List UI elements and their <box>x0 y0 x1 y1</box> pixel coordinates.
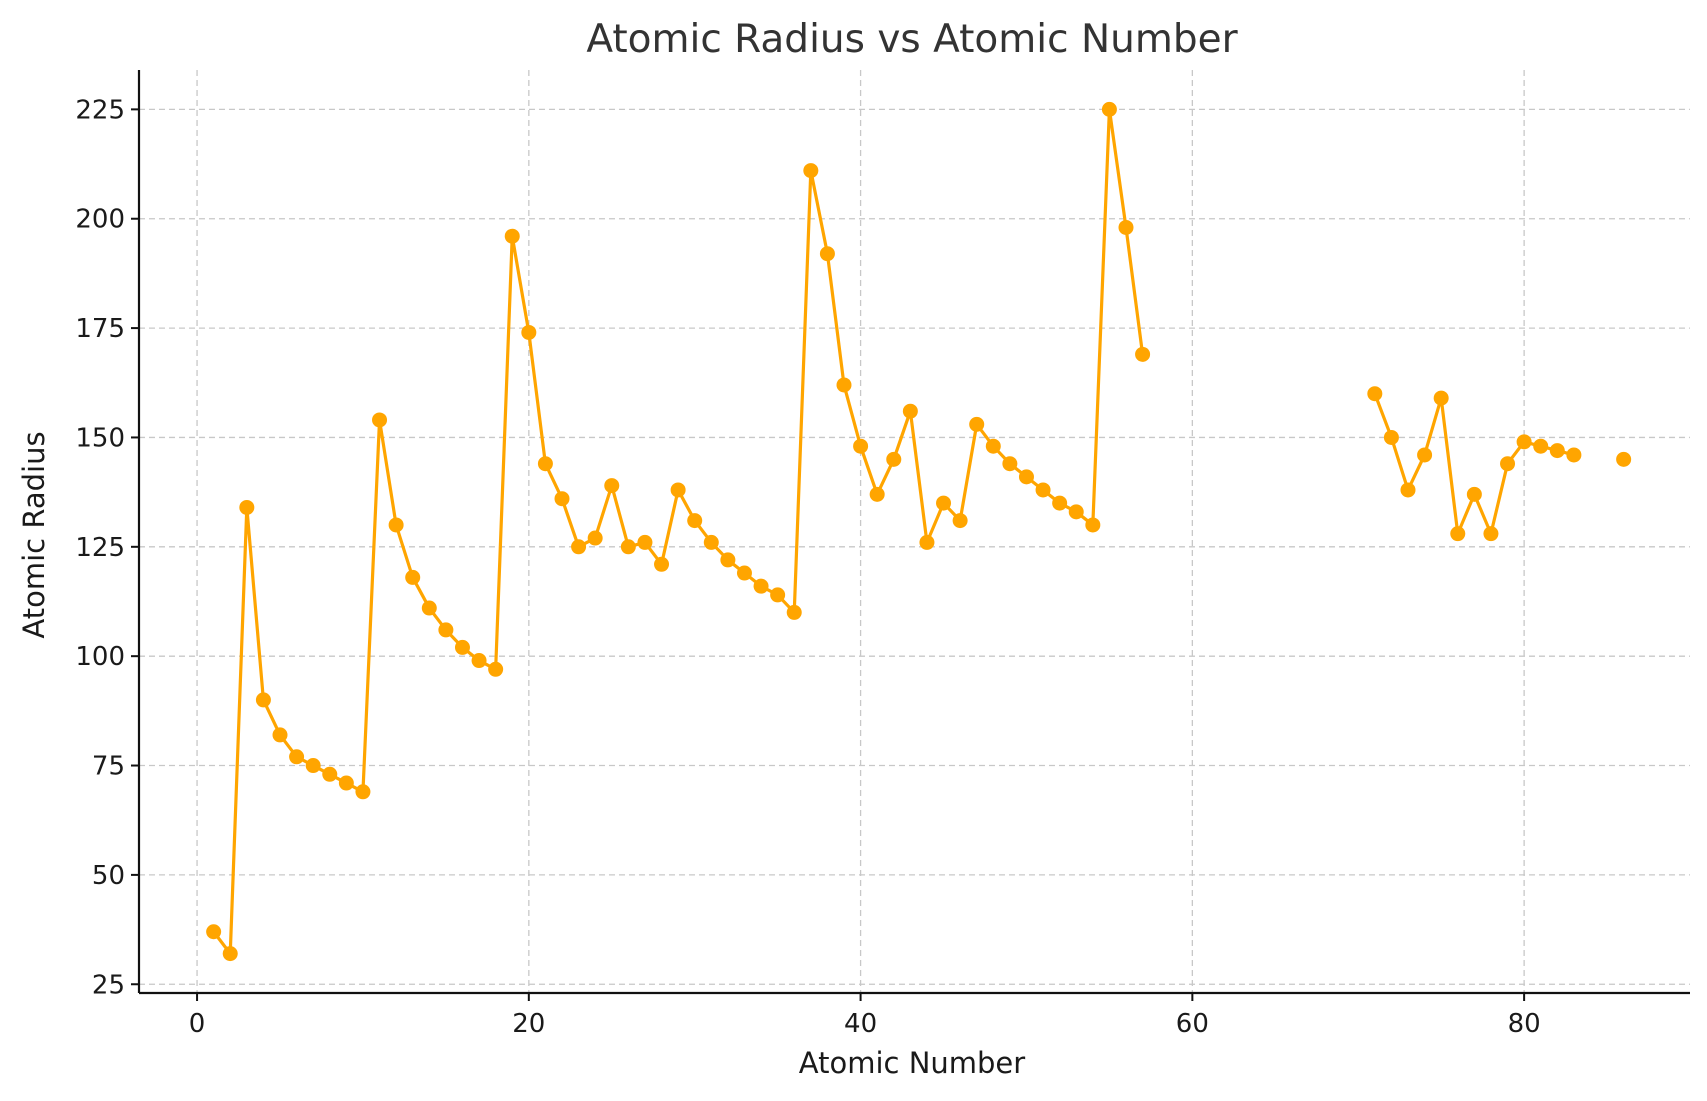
x-tick-label: 20 <box>512 1009 545 1039</box>
data-point <box>571 539 587 555</box>
data-point <box>239 499 255 515</box>
data-point <box>421 600 437 616</box>
data-series <box>212 107 1575 956</box>
y-tick-label: 175 <box>75 314 125 344</box>
data-point <box>1433 390 1449 406</box>
x-tick-label: 80 <box>1508 1009 1541 1039</box>
data-point <box>1085 517 1101 533</box>
data-point <box>1135 346 1151 362</box>
data-point <box>1466 486 1482 502</box>
data-point <box>405 569 421 585</box>
data-point <box>736 565 752 581</box>
y-axis-label: Atomic Radius <box>17 431 51 638</box>
data-point <box>372 412 388 428</box>
data-point <box>902 403 918 419</box>
x-tick-label: 40 <box>844 1009 877 1039</box>
data-point <box>1052 495 1068 511</box>
data-point <box>355 784 371 800</box>
data-point <box>1566 447 1582 463</box>
series-line-segment <box>1373 393 1575 536</box>
data-point <box>488 661 504 677</box>
tick-labels: 0 20 40 60 80 25 50 75 100 125 150 175 200 225 <box>75 95 1540 1039</box>
data-point <box>1549 443 1565 459</box>
data-point <box>537 456 553 472</box>
data-point <box>1500 456 1516 472</box>
data-point <box>687 513 703 529</box>
data-point <box>1101 101 1117 117</box>
data-point <box>305 758 321 774</box>
data-point <box>853 438 869 454</box>
x-tick-label: 60 <box>1176 1009 1209 1039</box>
data-point <box>255 692 271 708</box>
data-point <box>869 486 885 502</box>
data-point <box>1118 219 1134 235</box>
data-point <box>272 727 288 743</box>
data-point <box>471 653 487 669</box>
y-tick-label: 50 <box>92 861 125 891</box>
x-axis-label: Atomic Number <box>799 1046 1025 1080</box>
data-point <box>222 946 238 962</box>
data-point <box>289 749 305 765</box>
data-point <box>969 416 985 432</box>
data-point <box>819 246 835 262</box>
y-tick-label: 100 <box>75 642 125 672</box>
data-point <box>836 377 852 393</box>
data-point <box>720 552 736 568</box>
data-point <box>1068 504 1084 520</box>
data-point <box>919 534 935 550</box>
data-point <box>803 163 819 179</box>
data-point <box>604 478 620 494</box>
data-point <box>338 775 354 791</box>
data-point <box>1035 482 1051 498</box>
chart-title: Atomic Radius vs Atomic Number <box>586 17 1238 62</box>
gridlines <box>139 70 1690 993</box>
y-tick-label: 75 <box>92 752 125 782</box>
data-point <box>438 622 454 638</box>
data-point <box>770 587 786 603</box>
data-point <box>206 924 222 940</box>
data-point <box>454 639 470 655</box>
data-point <box>637 534 653 550</box>
data-point <box>753 578 769 594</box>
data-point <box>1002 456 1018 472</box>
data-point <box>1616 451 1632 467</box>
data-points <box>206 101 1632 962</box>
data-point <box>1367 386 1383 402</box>
y-tick-label: 25 <box>92 970 125 1000</box>
data-point <box>786 604 802 620</box>
data-point <box>1383 429 1399 445</box>
data-point <box>322 766 338 782</box>
y-tick-label: 125 <box>75 533 125 563</box>
data-point <box>703 534 719 550</box>
y-tick-label: 150 <box>75 423 125 453</box>
data-point <box>1018 469 1034 485</box>
data-point <box>886 451 902 467</box>
data-point <box>1450 526 1466 542</box>
data-point <box>936 495 952 511</box>
y-tick-label: 225 <box>75 95 125 125</box>
data-point <box>654 556 670 572</box>
data-point <box>1533 438 1549 454</box>
axes <box>131 70 1690 1001</box>
data-point <box>521 324 537 340</box>
data-point <box>620 539 636 555</box>
data-point <box>587 530 603 546</box>
data-point <box>504 228 520 244</box>
data-point <box>1516 434 1532 450</box>
data-point <box>554 491 570 507</box>
data-point <box>985 438 1001 454</box>
x-tick-label: 0 <box>189 1009 206 1039</box>
y-tick-label: 200 <box>75 205 125 235</box>
data-point <box>952 513 968 529</box>
data-point <box>670 482 686 498</box>
series-line-segment <box>212 107 1145 956</box>
data-point <box>1483 526 1499 542</box>
data-point <box>388 517 404 533</box>
data-point <box>1417 447 1433 463</box>
data-point <box>1400 482 1416 498</box>
